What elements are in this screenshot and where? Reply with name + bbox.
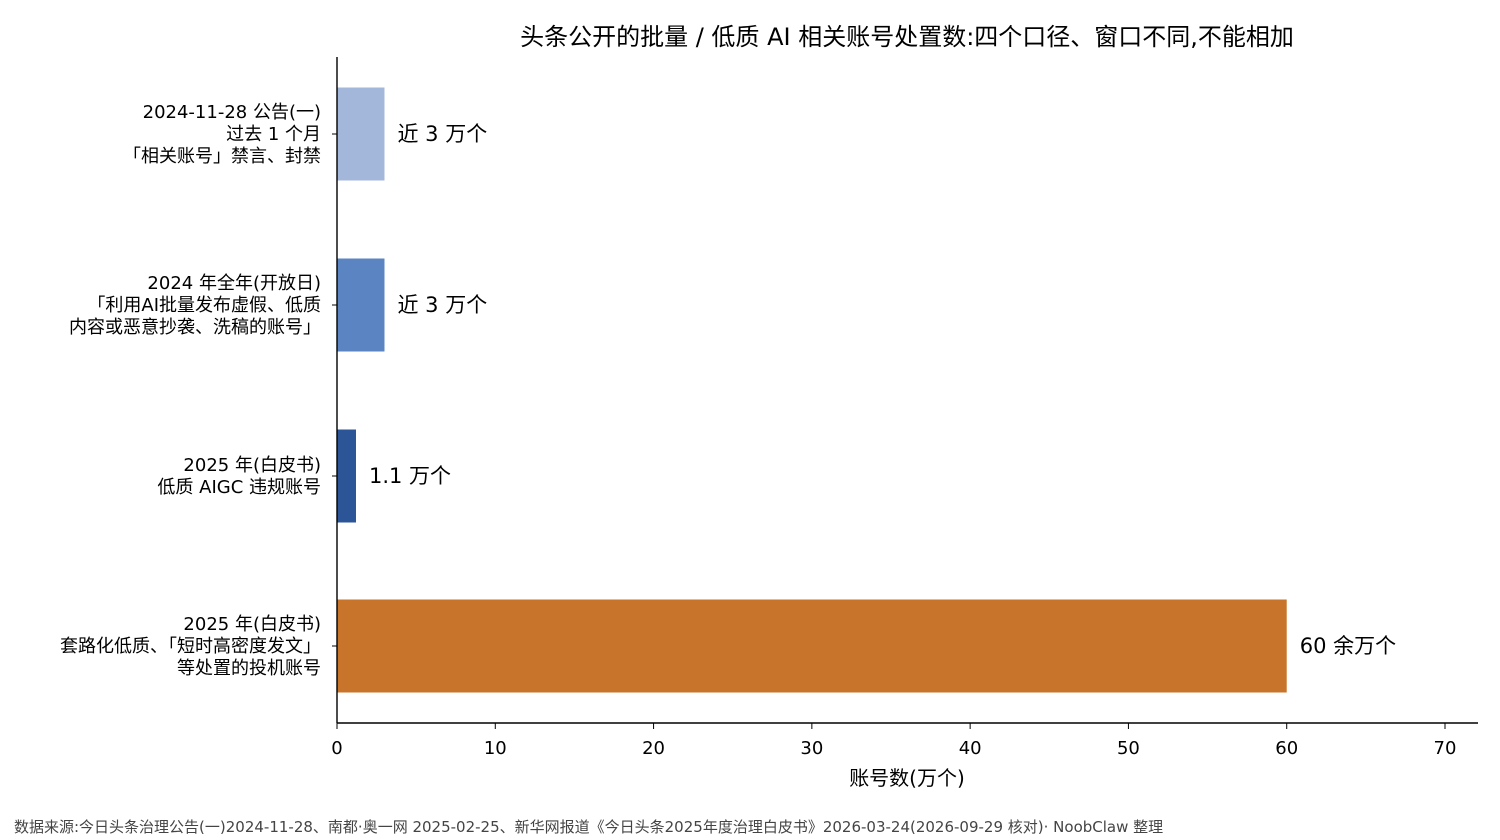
category-label-1: 2024-11-28 公告(一)过去 1 个月「相关账号」禁言、封禁: [123, 102, 321, 167]
data-label-4: 60 余万个: [1300, 634, 1396, 658]
x-axis-label: 账号数(万个): [849, 766, 965, 790]
x-tick-label-60: 60: [1275, 738, 1298, 759]
data-label-2: 近 3 万个: [397, 293, 487, 317]
bar-4: [337, 599, 1287, 693]
data-label-3: 1.1 万个: [369, 464, 451, 488]
category-label-2: 2024 年全年(开放日)「利用AI批量发布虚假、低质内容或恶意抄袭、洗稿的账号…: [69, 273, 321, 338]
x-tick-label-10: 10: [484, 738, 507, 759]
x-tick-label-50: 50: [1117, 738, 1140, 759]
axes-layer: 2024-11-28 公告(一)过去 1 个月「相关账号」禁言、封禁 2024 年…: [60, 57, 1478, 759]
bar-1: [337, 87, 385, 181]
category-label-3: 2025 年(白皮书)低质 AIGC 违规账号: [157, 455, 321, 498]
bar-3: [337, 429, 356, 523]
chart-title: 头条公开的批量 / 低质 AI 相关账号处置数:四个口径、窗口不同,不能相加: [520, 23, 1294, 51]
x-tick-label-0: 0: [331, 738, 342, 759]
data-label-1: 近 3 万个: [397, 122, 487, 146]
x-tick-label-70: 70: [1434, 738, 1457, 759]
bars-layer: 近 3 万个近 3 万个 1.1 万个 60 余万个: [337, 87, 1396, 693]
source-note: 数据来源:今日头条治理公告(一)2024-11-28、南都·奥一网 2025-0…: [14, 818, 1163, 836]
x-tick-label-30: 30: [800, 738, 823, 759]
category-label-4: 2025 年(白皮书)套路化低质、「短时高密度发文」等处置的投机账号: [60, 614, 321, 679]
x-tick-label-40: 40: [959, 738, 982, 759]
bar-2: [337, 258, 385, 352]
x-tick-label-20: 20: [642, 738, 665, 759]
